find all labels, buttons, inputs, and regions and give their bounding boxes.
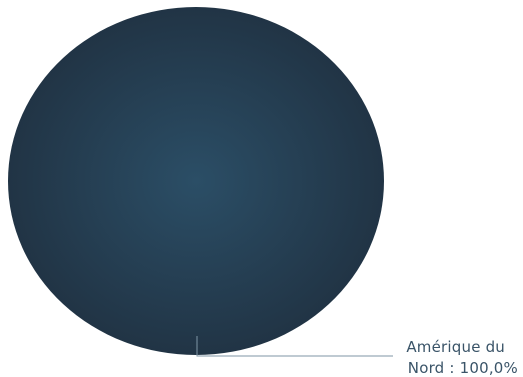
- pie-slices: [8, 7, 384, 355]
- slice-label-line1: Amérique du: [406, 338, 505, 356]
- slice-label-line2: Nord : 100,0%: [408, 359, 518, 377]
- pie-slice-am-rique-du-nord: [8, 7, 384, 355]
- slice-label: Amérique du Nord : 100,0%: [406, 338, 518, 377]
- leader-line: [196, 336, 393, 357]
